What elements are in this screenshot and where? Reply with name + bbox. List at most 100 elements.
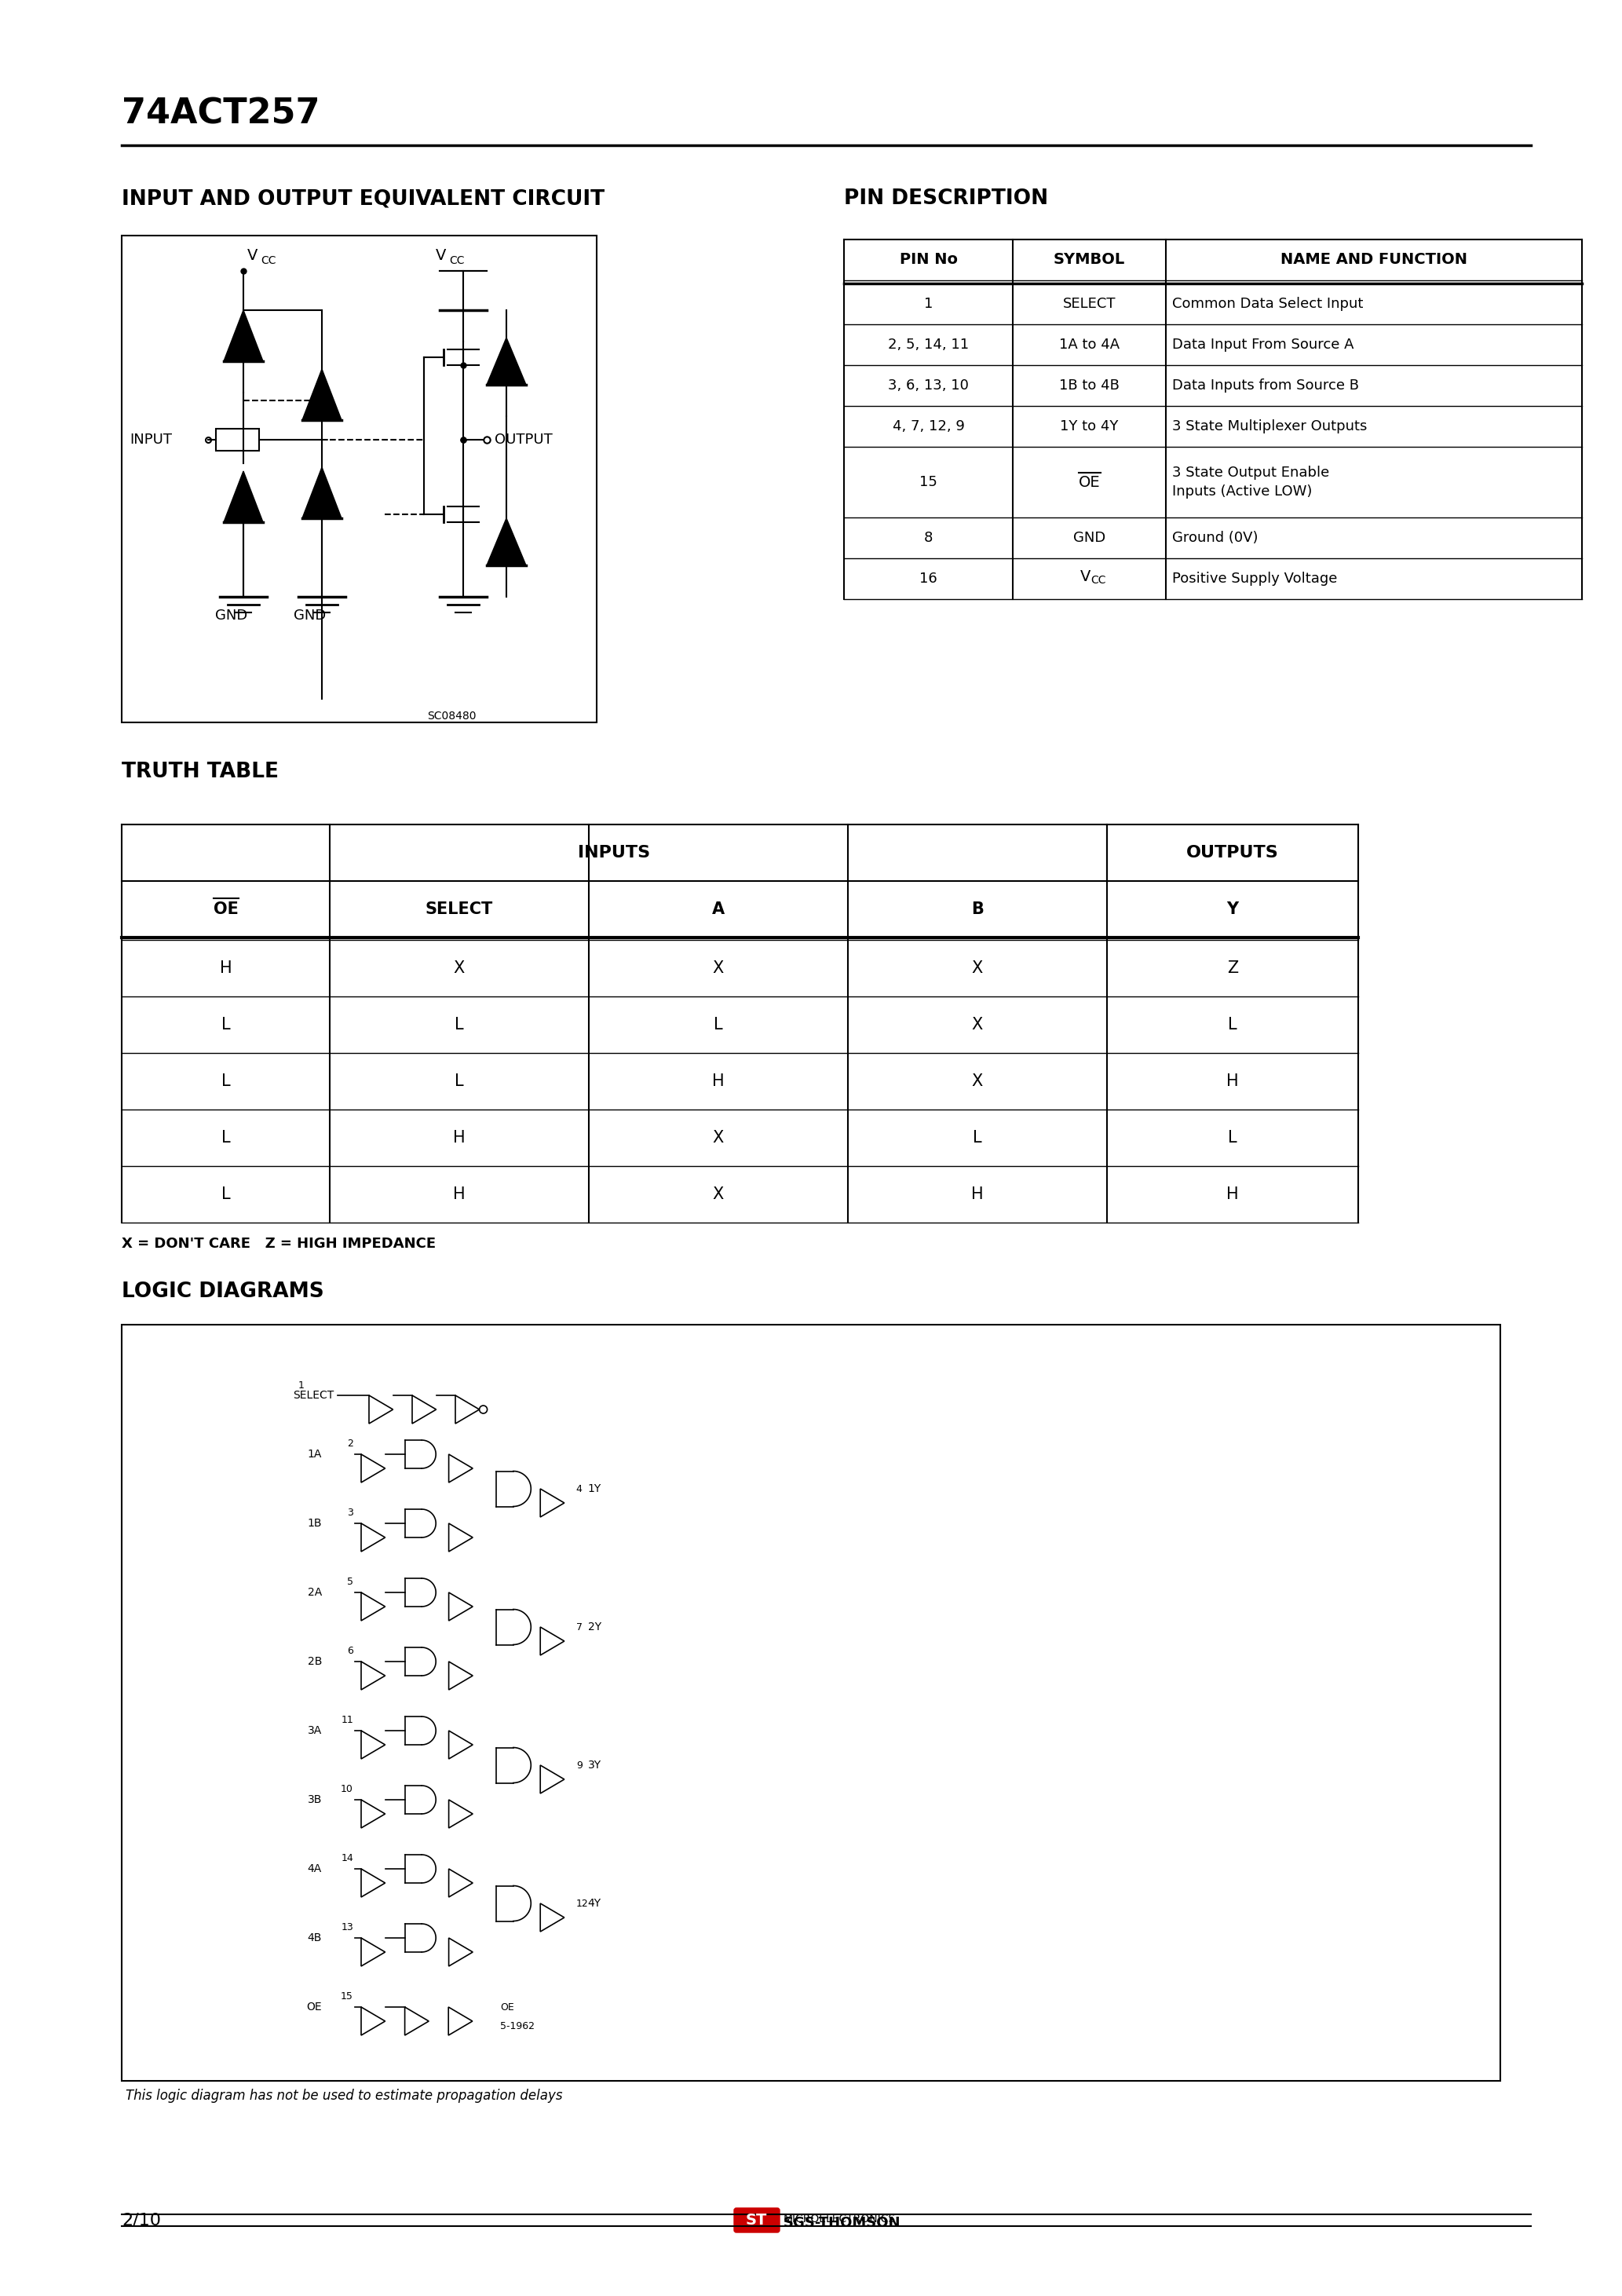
Polygon shape — [362, 1731, 384, 1759]
Text: H: H — [1226, 1075, 1239, 1088]
Polygon shape — [368, 1396, 393, 1424]
Text: 14: 14 — [341, 1853, 354, 1862]
Text: 3Y: 3Y — [587, 1759, 602, 1770]
Text: L: L — [221, 1017, 230, 1033]
Text: X: X — [972, 1017, 983, 1033]
Text: OE: OE — [212, 902, 238, 916]
Text: 2, 5, 14, 11: 2, 5, 14, 11 — [887, 338, 968, 351]
Polygon shape — [449, 1593, 472, 1621]
Polygon shape — [487, 338, 526, 386]
Text: 4, 7, 12, 9: 4, 7, 12, 9 — [892, 420, 965, 434]
Text: L: L — [973, 1130, 981, 1146]
Text: L: L — [454, 1017, 464, 1033]
Polygon shape — [362, 1938, 384, 1965]
Polygon shape — [449, 1800, 472, 1828]
Text: H: H — [219, 960, 232, 976]
Polygon shape — [302, 370, 342, 420]
Text: 12: 12 — [576, 1899, 589, 1908]
Text: PIN No: PIN No — [899, 253, 957, 266]
Text: Data Input From Source A: Data Input From Source A — [1173, 338, 1354, 351]
Text: Common Data Select Input: Common Data Select Input — [1173, 296, 1362, 310]
Text: X: X — [454, 960, 466, 976]
Text: L: L — [454, 1075, 464, 1088]
Text: 5-1962: 5-1962 — [500, 2020, 535, 2032]
Text: 1A: 1A — [308, 1449, 321, 1460]
Text: 2/10: 2/10 — [122, 2213, 161, 2227]
Text: L: L — [1228, 1017, 1238, 1033]
Bar — [122, 236, 597, 723]
Text: V: V — [1080, 569, 1090, 585]
Polygon shape — [406, 2007, 428, 2034]
Text: H: H — [453, 1187, 466, 1203]
Text: H: H — [1226, 1187, 1239, 1203]
Text: 13: 13 — [341, 1922, 354, 1931]
Polygon shape — [540, 1903, 564, 1931]
Polygon shape — [448, 2007, 472, 2034]
Polygon shape — [224, 310, 263, 360]
Text: 2: 2 — [347, 1437, 354, 1449]
Text: OE: OE — [500, 2002, 514, 2011]
Text: X: X — [712, 1187, 723, 1203]
Text: 4A: 4A — [308, 1864, 321, 1874]
Text: NAME AND FUNCTION: NAME AND FUNCTION — [1280, 253, 1468, 266]
Text: This logic diagram has not be used to estimate propagation delays: This logic diagram has not be used to es… — [125, 2089, 563, 2103]
Text: 1: 1 — [925, 296, 933, 310]
Text: 6: 6 — [347, 1646, 354, 1655]
Text: CC: CC — [1092, 574, 1106, 585]
Text: 9: 9 — [576, 1761, 582, 1770]
Text: X: X — [972, 960, 983, 976]
Text: GND: GND — [1074, 530, 1106, 544]
Text: 1A to 4A: 1A to 4A — [1059, 338, 1119, 351]
Polygon shape — [362, 1800, 384, 1828]
Text: A: A — [712, 902, 725, 916]
Text: 15: 15 — [920, 475, 938, 489]
Text: H: H — [453, 1130, 466, 1146]
Polygon shape — [540, 1766, 564, 1793]
Text: Ground (0V): Ground (0V) — [1173, 530, 1259, 544]
Text: INPUTS: INPUTS — [577, 845, 650, 861]
Text: 8: 8 — [925, 530, 933, 544]
FancyBboxPatch shape — [735, 2209, 780, 2232]
Text: V: V — [247, 248, 258, 264]
Text: X = DON'T CARE   Z = HIGH IMPEDANCE: X = DON'T CARE Z = HIGH IMPEDANCE — [122, 1238, 436, 1251]
Text: GND: GND — [216, 608, 248, 622]
Text: 3B: 3B — [308, 1793, 321, 1805]
Text: 1Y: 1Y — [587, 1483, 602, 1495]
Text: LOGIC DIAGRAMS: LOGIC DIAGRAMS — [122, 1281, 324, 1302]
Polygon shape — [302, 466, 342, 519]
Text: SYMBOL: SYMBOL — [1054, 253, 1126, 266]
Text: H: H — [712, 1075, 725, 1088]
Text: CC: CC — [261, 255, 276, 266]
Polygon shape — [449, 1938, 472, 1965]
Polygon shape — [362, 1453, 384, 1483]
Polygon shape — [449, 1522, 472, 1552]
Polygon shape — [449, 1869, 472, 1896]
Polygon shape — [362, 2007, 384, 2034]
Text: Data Inputs from Source B: Data Inputs from Source B — [1173, 379, 1359, 393]
Text: X: X — [712, 1130, 723, 1146]
Text: OUTPUTS: OUTPUTS — [1186, 845, 1278, 861]
Text: 4: 4 — [576, 1483, 582, 1495]
Text: 5: 5 — [347, 1577, 354, 1587]
Polygon shape — [449, 1453, 472, 1483]
Text: L: L — [221, 1075, 230, 1088]
Polygon shape — [540, 1488, 564, 1518]
Text: SELECT: SELECT — [1062, 296, 1116, 310]
Polygon shape — [540, 1628, 564, 1655]
Text: L: L — [1228, 1130, 1238, 1146]
Text: L: L — [221, 1187, 230, 1203]
Text: OUTPUT: OUTPUT — [495, 432, 553, 448]
Text: 15: 15 — [341, 1991, 354, 2002]
Polygon shape — [449, 1662, 472, 1690]
Text: H: H — [972, 1187, 983, 1203]
Text: Z: Z — [1226, 960, 1238, 976]
Polygon shape — [362, 1662, 384, 1690]
Text: X: X — [712, 960, 723, 976]
Text: 2A: 2A — [308, 1587, 321, 1598]
Text: Inputs (Active LOW): Inputs (Active LOW) — [1173, 484, 1312, 498]
Text: 3A: 3A — [308, 1724, 321, 1736]
Polygon shape — [487, 519, 526, 565]
Text: 3, 6, 13, 10: 3, 6, 13, 10 — [887, 379, 968, 393]
Text: CC: CC — [449, 255, 464, 266]
Text: 10: 10 — [341, 1784, 354, 1793]
